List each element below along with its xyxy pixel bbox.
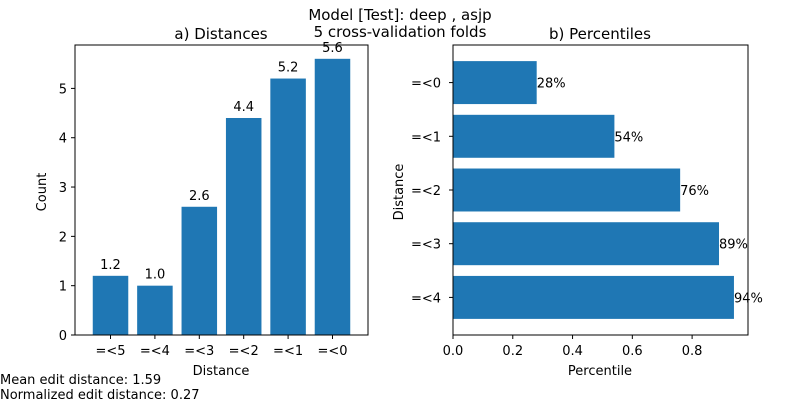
y-tick-label: =<1 (411, 130, 441, 145)
plot-frame (452, 44, 749, 336)
y-tick-label: 1 (59, 280, 67, 295)
distance-bar-value-label: 2.6 (189, 189, 210, 204)
x-tick-label: =<2 (229, 344, 259, 359)
normalized-edit-distance-note: Normalized edit distance: 0.27 (0, 388, 200, 400)
y-tick-label: =<3 (411, 238, 441, 253)
y-tick-label: =<4 (411, 291, 441, 306)
distance-bar (92, 275, 129, 335)
distances-x-axis-label: Distance (193, 364, 250, 379)
percentile-bar-value-label: 89% (719, 238, 748, 253)
percentile-bar (453, 61, 537, 105)
distances-chart: a) Distances Distance Count 1.2 =<5 1.0 =<4… (35, 25, 369, 379)
y-tick-label: 0 (59, 329, 67, 344)
percentile-bar (453, 168, 681, 212)
y-tick-label: =<2 (411, 184, 441, 199)
distances-chart-title: a) Distances (174, 25, 267, 43)
distance-bar (270, 78, 306, 335)
x-tick-label: 0.2 (502, 344, 523, 359)
x-tick-label: =<4 (140, 344, 170, 359)
x-tick-label: 0.4 (562, 344, 583, 359)
y-tick-label: 3 (59, 181, 67, 196)
percentiles-chart-title: b) Percentiles (549, 25, 651, 43)
percentile-bar (453, 114, 615, 158)
x-tick-label: 0.6 (622, 344, 643, 359)
distance-bar (137, 285, 173, 335)
x-tick-label: =<3 (184, 344, 214, 359)
x-tick-label: 0.8 (682, 344, 703, 359)
distance-bar-value-label: 5.2 (278, 61, 299, 76)
percentiles-y-axis-label: Distance (392, 164, 407, 221)
y-tick-label: =<0 (411, 77, 441, 92)
x-tick-label: =<5 (95, 344, 125, 359)
x-tick-label: =<0 (317, 344, 347, 359)
distance-bar (314, 58, 351, 336)
distance-bar-value-label: 5.6 (322, 41, 343, 56)
distance-bar-value-label: 1.0 (145, 268, 166, 283)
x-tick-label: 0.0 (443, 344, 464, 359)
distances-y-axis-label: Count (35, 173, 50, 212)
figure-title-line-1: Model [Test]: deep , asjp (308, 6, 491, 24)
y-tick-label: 5 (59, 82, 67, 97)
y-tick-label: 2 (59, 230, 67, 245)
figure-title-line-2: 5 cross-validation folds (314, 23, 487, 41)
distance-bar-value-label: 4.4 (233, 100, 254, 115)
percentile-bar-value-label: 54% (614, 130, 643, 145)
percentile-bar-value-label: 76% (680, 184, 709, 199)
percentiles-x-axis-label: Percentile (568, 364, 632, 379)
percentile-bar (453, 222, 720, 266)
percentile-bar-value-label: 28% (537, 77, 566, 92)
distance-bar (181, 206, 218, 335)
y-tick-label: 4 (59, 132, 67, 147)
x-tick-label: =<1 (273, 344, 303, 359)
distance-bar (225, 117, 262, 335)
percentile-bar (453, 275, 734, 319)
plot-frame (74, 44, 369, 336)
percentiles-chart: b) Percentiles Percentile Distance 28% =<… (392, 25, 763, 379)
mean-edit-distance-note: Mean edit distance: 1.59 (0, 373, 161, 388)
distance-bar-value-label: 1.2 (100, 258, 121, 273)
